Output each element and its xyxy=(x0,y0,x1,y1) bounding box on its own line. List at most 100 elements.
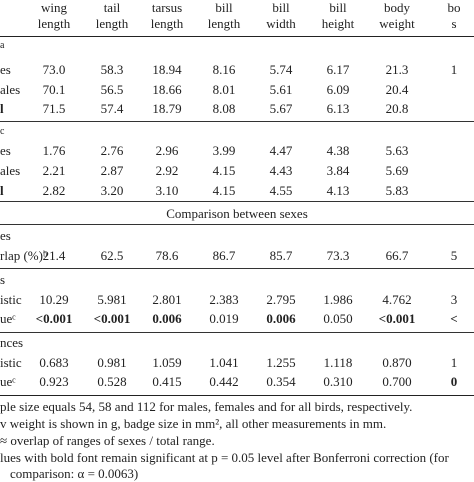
row-label: ueᶜ xyxy=(0,311,16,326)
sd-cell: 4.38 xyxy=(326,143,350,158)
section-label-sd: c xyxy=(0,126,5,137)
test1-cell: 2.795 xyxy=(266,292,296,307)
overlap-cell: 78.6 xyxy=(155,248,179,263)
means-cell: 71.5 xyxy=(42,101,66,116)
sd-cell: 3.10 xyxy=(155,183,179,198)
column-header-line1: tail xyxy=(103,0,121,15)
row-label: istic xyxy=(0,292,22,307)
sd-cell: 4.55 xyxy=(269,183,293,198)
column-header: wing length xyxy=(26,0,82,32)
means-cell: 21.3 xyxy=(385,62,409,77)
test2-header: nces xyxy=(0,335,24,350)
sd-cell: 3.20 xyxy=(100,183,124,198)
test2-cell: 0.870 xyxy=(382,355,412,370)
sd-cell: 4.15 xyxy=(212,163,236,178)
means-cell: 56.5 xyxy=(100,82,124,97)
test1-cell: 0.019 xyxy=(209,311,239,326)
row-label: ales xyxy=(0,163,21,178)
footnote: v weight is shown in g, badge size in mm… xyxy=(0,416,387,431)
means-cell: 73.0 xyxy=(42,62,66,77)
test1-cell: 0.050 xyxy=(323,311,353,326)
sd-cell: 2.21 xyxy=(42,163,66,178)
sd-cell: 3.84 xyxy=(326,163,350,178)
means-cell: 1 xyxy=(450,62,458,77)
test2-cell: 0.700 xyxy=(382,374,412,389)
column-header: bill width xyxy=(253,0,309,32)
test1-cell: < xyxy=(450,311,458,326)
means-cell: 70.1 xyxy=(42,82,66,97)
means-cell: 5.74 xyxy=(269,62,293,77)
column-header: tail length xyxy=(84,0,140,32)
test2-cell: 0.923 xyxy=(39,374,69,389)
test2-cell: 0.981 xyxy=(97,355,127,370)
column-header-line1: bill xyxy=(215,0,233,15)
test2-cell: 1.255 xyxy=(266,355,296,370)
means-cell: 6.17 xyxy=(326,62,350,77)
overlap-cell: 85.7 xyxy=(269,248,293,263)
footnote: lues with bold font remain significant a… xyxy=(0,450,449,465)
column-header-line1: body xyxy=(384,0,410,15)
column-header-line2: weight xyxy=(379,16,415,31)
sd-cell: 2.82 xyxy=(42,183,66,198)
sd-cell: 2.96 xyxy=(155,143,179,158)
column-header-line1: bill xyxy=(272,0,290,15)
sd-cell: 2.87 xyxy=(100,163,124,178)
overlap-cell: 62.5 xyxy=(100,248,124,263)
means-cell: 20.4 xyxy=(385,82,409,97)
column-header-line2: width xyxy=(266,16,296,31)
row-label: istic xyxy=(0,355,22,370)
means-cell: 8.08 xyxy=(212,101,236,116)
column-header: body weight xyxy=(369,0,425,32)
sd-cell: 5.69 xyxy=(385,163,409,178)
means-cell: 18.94 xyxy=(152,62,182,77)
column-header-line2: length xyxy=(150,16,184,31)
test1-cell: 0.006 xyxy=(266,311,296,326)
sd-cell: 3.99 xyxy=(212,143,236,158)
means-cell: 20.8 xyxy=(385,101,409,116)
test1-cell: 4.762 xyxy=(382,292,412,307)
column-header-line1: tarsus xyxy=(151,0,183,15)
footnote: ple size equals 54, 58 and 112 for males… xyxy=(0,399,413,414)
overlap-cell: 21.4 xyxy=(42,248,66,263)
footnote: comparison: α = 0.0063) xyxy=(10,466,139,481)
means-cell: 18.66 xyxy=(152,82,182,97)
sd-cell: 5.63 xyxy=(385,143,409,158)
overlap-cell: 5 xyxy=(450,248,458,263)
means-cell: 6.13 xyxy=(326,101,350,116)
test2-cell: 0 xyxy=(450,374,458,389)
test1-cell: <0.001 xyxy=(378,311,416,326)
sd-cell: 4.43 xyxy=(269,163,293,178)
test2-cell: 0.442 xyxy=(209,374,239,389)
test1-cell: <0.001 xyxy=(35,311,73,326)
sd-cell: 4.47 xyxy=(269,143,293,158)
column-header: tarsus length xyxy=(139,0,195,32)
test1-cell: 10.29 xyxy=(39,292,69,307)
column-header-line1: bill xyxy=(329,0,347,15)
row-label: es xyxy=(0,143,11,158)
sd-cell: 2.92 xyxy=(155,163,179,178)
table-rule xyxy=(0,224,474,225)
row-label: l xyxy=(0,101,4,116)
overlap-cell: 73.3 xyxy=(326,248,350,263)
section-label-means: a xyxy=(0,40,5,51)
means-cell: 58.3 xyxy=(100,62,124,77)
test1-cell: <0.001 xyxy=(93,311,131,326)
test2-cell: 0.310 xyxy=(323,374,353,389)
comparison-title: Comparison between sexes xyxy=(166,206,308,221)
test2-cell: 1.118 xyxy=(323,355,353,370)
column-header-line2: length xyxy=(207,16,241,31)
table-rule xyxy=(0,201,474,202)
test2-cell: 0.415 xyxy=(152,374,182,389)
test1-cell: 1.986 xyxy=(323,292,353,307)
footnote: ≈ overlap of ranges of sexes / total ran… xyxy=(0,433,215,448)
test1-cell: 2.801 xyxy=(152,292,182,307)
column-header-line2: height xyxy=(321,16,355,31)
column-header-line1: wing xyxy=(41,0,67,15)
means-cell: 6.09 xyxy=(326,82,350,97)
sd-cell: 1.76 xyxy=(42,143,66,158)
test2-cell: 0.354 xyxy=(266,374,296,389)
table-rule xyxy=(0,36,474,37)
means-cell: 18.79 xyxy=(152,101,182,116)
column-header: bill height xyxy=(310,0,366,32)
test2-cell: 0.528 xyxy=(97,374,127,389)
